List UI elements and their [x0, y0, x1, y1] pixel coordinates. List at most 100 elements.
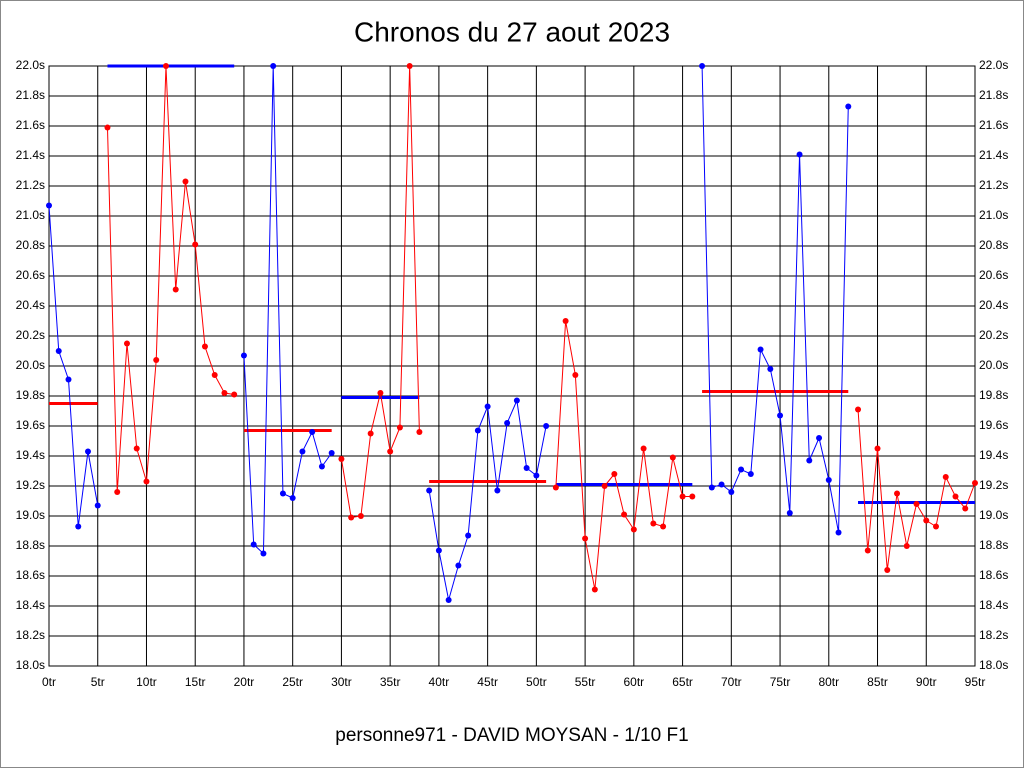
lap-line [243, 65, 333, 555]
y-tick-label: 19.6s [16, 418, 45, 432]
lap-point [231, 391, 238, 398]
y-tick-label-right: 18.0s [979, 658, 1008, 672]
x-tick-label: 65tr [672, 675, 693, 689]
y-tick-label-right: 20.4s [979, 298, 1008, 312]
y-tick-label-right: 20.8s [979, 238, 1008, 252]
lap-point [260, 550, 267, 557]
lap-point [182, 178, 189, 185]
lap-point [903, 543, 910, 549]
lap-point [455, 562, 462, 569]
lap-point [114, 489, 121, 495]
y-tick-label-right: 20.6s [979, 268, 1008, 282]
lap-point [650, 520, 657, 527]
y-tick-label-right: 18.2s [979, 628, 1008, 642]
y-tick-label: 19.8s [16, 388, 45, 402]
x-tick-label: 85tr [867, 675, 888, 689]
lap-point [484, 403, 491, 410]
y-tick-label: 20.6s [16, 268, 45, 282]
lap-point [962, 505, 969, 512]
lap-point [435, 547, 442, 554]
lap-point [933, 523, 940, 530]
lap-point [445, 597, 452, 603]
lap-point [894, 490, 901, 497]
x-tick-label: 35tr [380, 675, 401, 689]
x-tick-label: 60tr [623, 675, 644, 689]
lap-point [65, 376, 72, 383]
lap-point [660, 523, 667, 530]
y-tick-label: 20.4s [16, 298, 45, 312]
lap-point [94, 502, 101, 509]
y-tick-label: 19.4s [16, 448, 45, 462]
lap-point [738, 466, 745, 473]
lap-point [396, 424, 403, 431]
lap-point [806, 457, 813, 464]
y-tick-label-right: 21.8s [979, 88, 1008, 102]
lap-point [679, 493, 686, 500]
lap-point [338, 456, 345, 462]
y-tick-label-right: 22.0s [979, 58, 1008, 72]
y-tick-label-right: 18.8s [979, 538, 1008, 552]
y-tick-label: 21.6s [16, 118, 45, 132]
y-tick-label: 18.8s [16, 538, 45, 552]
lap-point [816, 435, 823, 441]
x-tick-label: 55tr [575, 675, 596, 689]
lap-point [123, 340, 130, 347]
y-tick-label: 21.0s [16, 208, 45, 222]
lap-point [104, 124, 111, 131]
lap-point [777, 412, 784, 419]
lap-point [630, 526, 637, 533]
y-tick-label: 18.6s [16, 568, 45, 582]
lap-point [582, 535, 589, 542]
lap-point [240, 352, 247, 359]
lap-point [757, 346, 764, 353]
lap-point [640, 445, 647, 452]
lap-line [701, 65, 849, 533]
y-tick-label-right: 19.4s [979, 448, 1008, 462]
x-tick-label: 80tr [818, 675, 839, 689]
lap-point [591, 586, 598, 593]
lap-point [367, 430, 374, 437]
lap-point [211, 372, 218, 378]
lap-point [299, 448, 306, 455]
y-tick-label: 21.8s [16, 88, 45, 102]
lap-point [864, 547, 871, 554]
lap-point [601, 483, 608, 489]
x-tick-label: 90tr [916, 675, 937, 689]
y-tick-label: 19.2s [16, 478, 45, 492]
y-tick-label-right: 19.6s [979, 418, 1008, 432]
y-tick-label: 21.2s [16, 178, 45, 192]
lap-point [153, 357, 160, 363]
lap-point [328, 450, 335, 456]
y-tick-label-right: 19.2s [979, 478, 1008, 492]
lap-point [952, 493, 959, 500]
lap-point [84, 448, 91, 455]
lap-point [172, 286, 179, 293]
lap-point [621, 511, 628, 518]
lap-point [250, 541, 257, 548]
x-tick-label: 5tr [91, 675, 105, 689]
y-tick-label-right: 19.0s [979, 508, 1008, 522]
lap-point [523, 465, 530, 471]
lap-point [669, 454, 676, 461]
y-tick-label-right: 20.0s [979, 358, 1008, 372]
y-tick-label: 22.0s [16, 58, 45, 72]
x-tick-label: 75tr [770, 675, 791, 689]
y-tick-label-right: 21.4s [979, 148, 1008, 162]
lap-point [835, 529, 842, 536]
y-tick-label-right: 18.4s [979, 598, 1008, 612]
lap-point [465, 532, 472, 539]
lap-point [572, 372, 579, 378]
lap-point [133, 445, 140, 452]
lap-point [192, 241, 199, 248]
x-tick-label: 50tr [526, 675, 547, 689]
lap-point [786, 510, 793, 516]
lap-point [845, 103, 852, 110]
lap-point [494, 487, 501, 494]
lap-point [689, 493, 696, 500]
lap-point [406, 63, 413, 69]
lap-point [348, 514, 355, 521]
lap-point [611, 471, 618, 477]
lap-point [279, 490, 286, 497]
lap-point [270, 63, 277, 69]
